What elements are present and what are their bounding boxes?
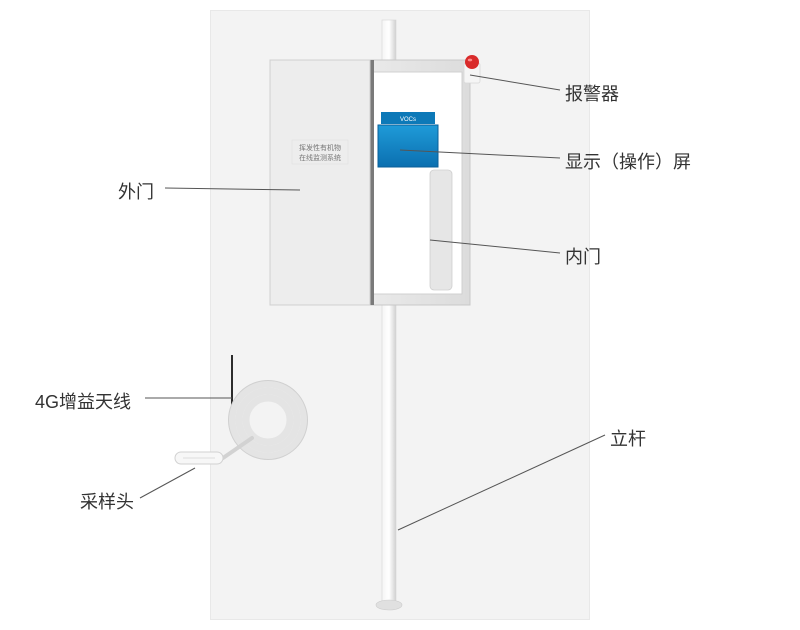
label-inner-door: 内门 xyxy=(565,243,601,269)
label-pole: 立杆 xyxy=(610,425,646,451)
label-alarm: 报警器 xyxy=(565,80,619,106)
diagram-panel xyxy=(210,10,590,620)
label-screen: 显示（操作）屏 xyxy=(565,148,691,174)
label-outer-door: 外门 xyxy=(118,178,154,204)
label-antenna-4g: 4G增益天线 xyxy=(35,388,131,414)
label-sampler: 采样头 xyxy=(80,488,134,514)
